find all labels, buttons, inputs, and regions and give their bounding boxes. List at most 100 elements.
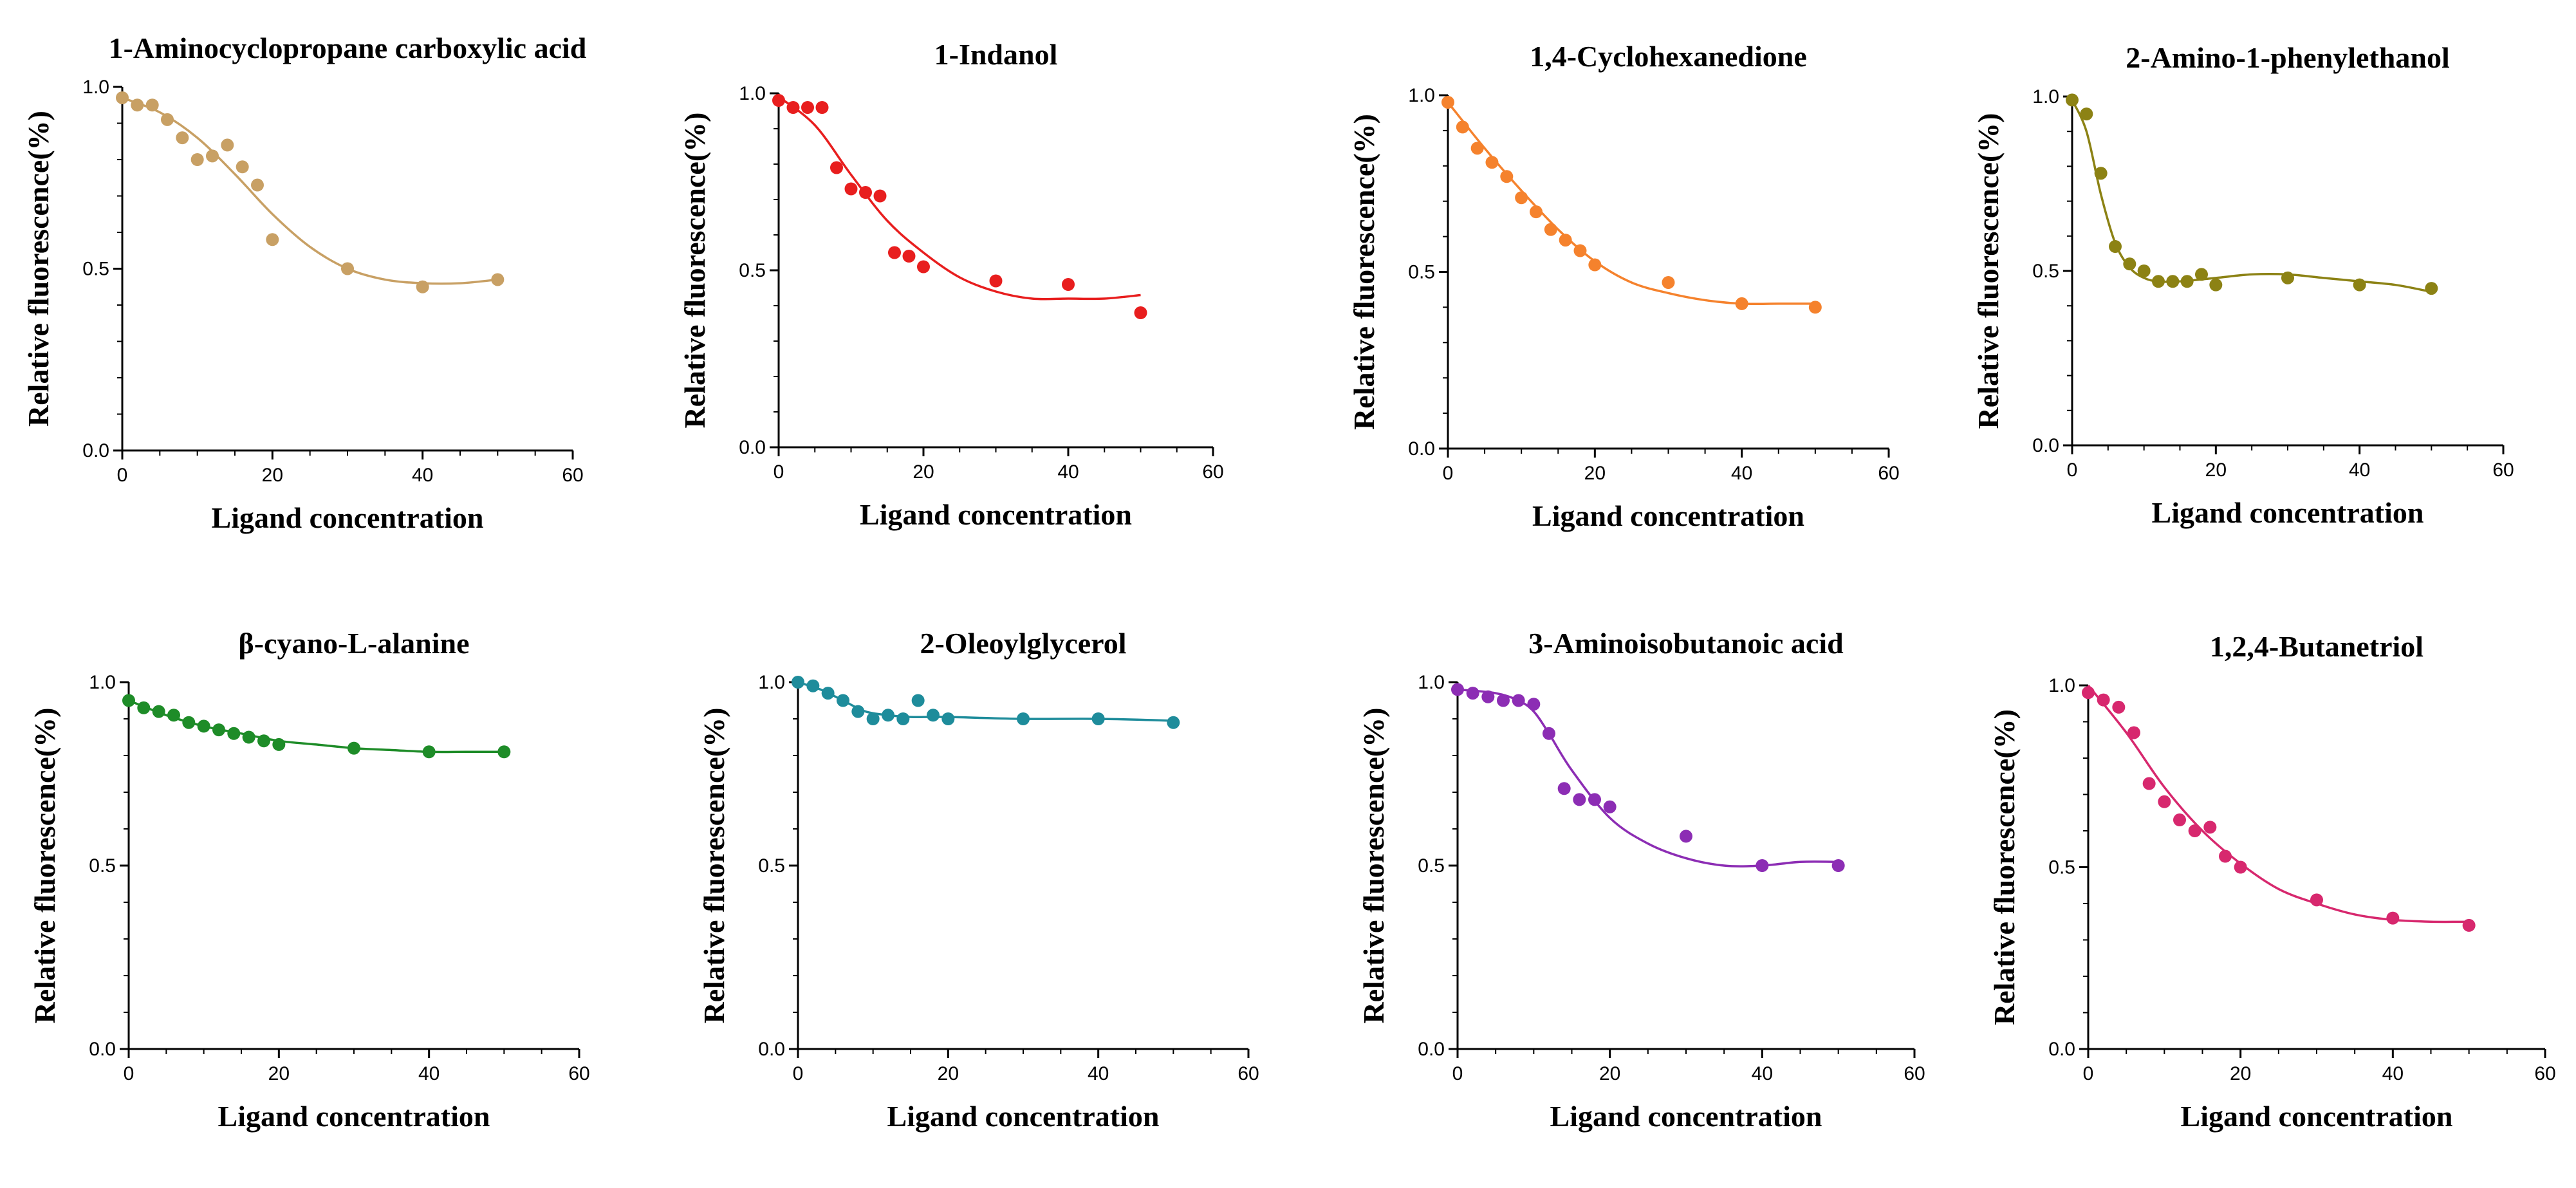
data-point [1134,306,1147,319]
data-point [1530,205,1543,219]
data-point [1470,142,1484,155]
data-point [896,712,910,725]
y-axis-label: Relative fluorescence(%) [22,111,55,427]
y-axis-label: Relative fluorescence(%) [698,708,730,1024]
y-tick-label: 0.5 [2048,857,2075,878]
data-point [902,250,916,263]
x-tick-label: 20 [262,465,283,486]
data-point [422,745,436,759]
y-tick-label: 0.5 [739,260,766,281]
data-point [176,131,189,145]
x-axis-label: Ligand concentration [887,1100,1160,1133]
x-tick-label: 0 [117,465,128,486]
data-point [1167,716,1180,729]
x-tick-label: 0 [793,1063,804,1084]
data-point [1680,830,1692,843]
data-point [266,233,279,246]
data-point [830,161,843,174]
data-point [497,745,511,759]
data-point [888,246,901,259]
x-tick-label: 60 [568,1063,589,1084]
y-tick-label: 0.0 [758,1039,785,1060]
data-point [989,274,1003,288]
data-point [416,280,429,293]
fit-curve [122,97,498,285]
x-tick-label: 60 [1237,1063,1259,1084]
data-point [190,153,204,166]
data-point [2127,726,2140,739]
data-point [1559,234,1572,247]
data-point [1481,690,1495,703]
chart-title: 1-Indanol [934,38,1058,71]
chart-title: 2-Oleoylglycerol [920,627,1126,660]
data-point [1527,698,1541,711]
data-point [2180,275,2194,288]
fit-curve [797,681,1174,722]
data-point [2353,278,2366,292]
chart-panel-2: 1-Indanol 0 20 40 60 0.0 0.5 1.0 Ligand concentr… [678,38,1224,531]
data-point [2219,849,2232,863]
fit-curve [2087,684,2469,923]
y-tick-label: 1.0 [2048,675,2075,696]
chart-title: 1-Aminocyclopropane carboxylic acid [109,32,587,64]
chart-title: 1,2,4-Butanetriol [2210,630,2423,663]
data-point [137,701,151,714]
chart-panel-5: β-cyano-L-alanine 0 20 40 60 0.0 0.5 1.0 Ligand … [28,627,590,1133]
data-point [1831,859,1845,872]
data-point [1603,800,1617,813]
data-point [206,149,219,163]
data-point [851,705,865,718]
x-tick-label: 0 [2083,1063,2094,1084]
data-point [2173,813,2186,827]
data-point [844,182,858,196]
x-tick-label: 0 [124,1063,134,1084]
x-tick-label: 0 [1452,1063,1463,1084]
data-point [2166,275,2180,288]
x-tick-label: 40 [1752,1063,1773,1084]
x-tick-label: 20 [2230,1063,2251,1084]
data-point [1756,859,1769,872]
chart-title: 1,4-Cyclohexanedione [1530,40,1807,73]
data-point [801,101,814,114]
data-point [2310,893,2323,907]
x-tick-label: 20 [2205,459,2227,481]
x-tick-label: 20 [913,461,934,483]
data-point [2082,686,2095,700]
data-point [873,189,887,203]
data-point [792,676,804,689]
y-tick-label: 1.0 [1418,672,1445,693]
x-tick-label: 60 [2492,459,2514,481]
x-tick-label: 60 [562,465,583,486]
data-point [197,719,210,733]
chart-title: 2-Amino-1-phenylethanol [2126,41,2449,74]
fit-curve [1457,688,1839,868]
data-point [917,260,930,274]
data-point [1735,297,1748,310]
data-point [2195,268,2208,281]
x-axis-label: Ligand concentration [860,498,1132,531]
data-point [2094,167,2108,180]
y-tick-label: 0.0 [2032,435,2059,456]
x-axis-label: Ligand concentration [2152,496,2424,529]
x-tick-label: 40 [1088,1063,1109,1084]
data-point [2109,240,2122,254]
data-point [837,694,849,707]
y-tick-label: 1.0 [758,672,785,693]
data-point [1588,793,1601,806]
data-point [1500,170,1514,183]
data-point [242,730,255,744]
x-tick-label: 40 [1731,463,1752,484]
data-point [815,101,829,114]
chart-panel-6: 2-Oleoylglycerol 0 20 40 60 0.0 0.5 1.0 Ligand c… [698,627,1259,1133]
data-point [2234,860,2247,874]
data-point [1515,191,1528,205]
x-tick-label: 60 [1202,461,1223,483]
data-point [1588,258,1602,272]
y-axis-label: Relative fluorescence(%) [1972,113,2005,429]
y-tick-label: 0.5 [1408,262,1435,283]
x-tick-label: 40 [418,1063,440,1084]
chart-panel-3: 1,4-Cyclohexanedione 0 20 40 60 0.0 0.5 1.0 Liga… [1348,40,1900,532]
data-point [182,716,196,729]
data-point [2066,93,2079,107]
